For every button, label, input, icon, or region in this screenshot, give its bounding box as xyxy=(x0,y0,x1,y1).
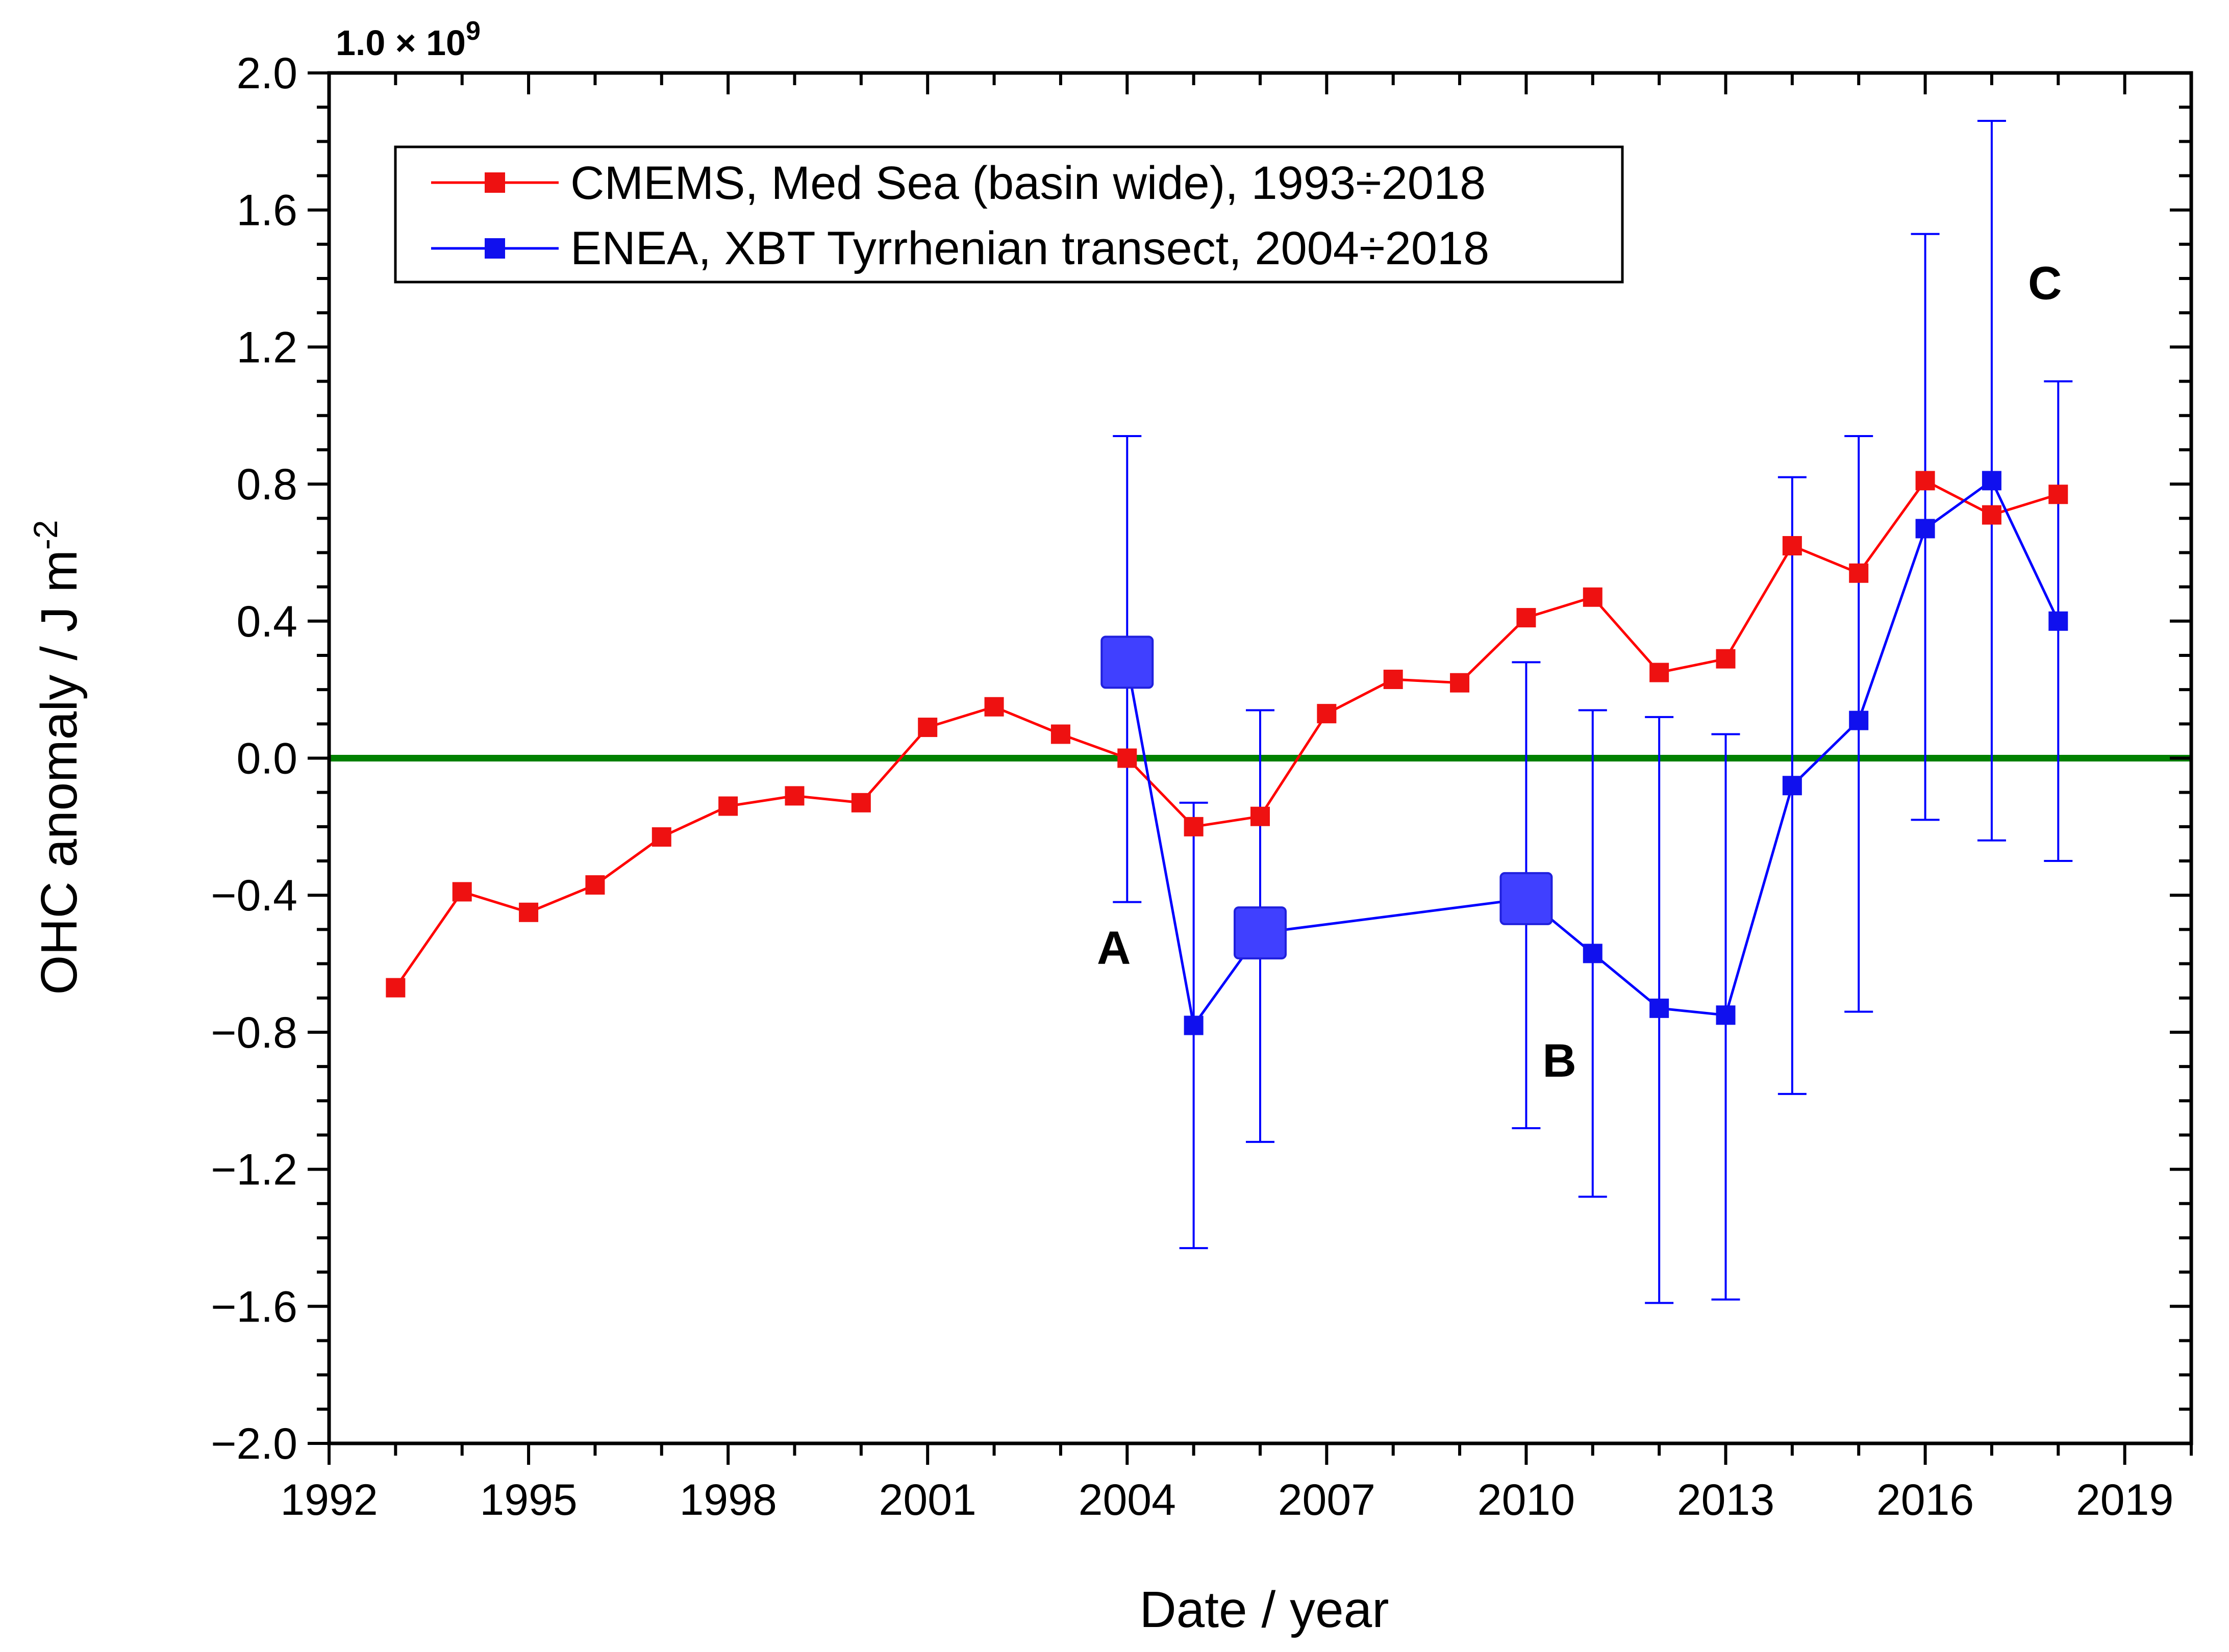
x-tick-label: 1995 xyxy=(480,1476,577,1524)
y-axis-title-superscript: -2 xyxy=(27,520,64,550)
x-tick-label: 2001 xyxy=(879,1476,976,1524)
cmems-data-point xyxy=(1849,563,1869,583)
cmems-data-point xyxy=(1915,471,1935,491)
y-tick-label: 2.0 xyxy=(236,49,297,98)
cmems-data-point xyxy=(652,827,671,847)
y-tick-label: −0.8 xyxy=(211,1008,297,1057)
enea-data-point xyxy=(1782,776,1802,796)
enea-data-point xyxy=(1982,471,2001,491)
enea-data-point xyxy=(1849,710,1869,730)
y-axis-title: OHC anomaly / J m-2 xyxy=(27,520,88,995)
cmems-series-line xyxy=(394,479,2059,988)
y-tick-label: 0.4 xyxy=(236,597,297,646)
annotation-b: B xyxy=(1542,1035,1576,1087)
cmems-data-point xyxy=(1250,806,1270,826)
y-multiplier-text: 1.0 × 10 xyxy=(336,23,466,63)
cmems-data-point xyxy=(386,978,406,998)
enea-data-point xyxy=(1649,998,1669,1018)
x-tick-label: 2019 xyxy=(2076,1476,2173,1524)
enea-data-point-highlighted xyxy=(1234,906,1287,960)
cmems-data-point xyxy=(984,697,1004,717)
legend-label-cmems: CMEMS, Med Sea (basin wide), 1993÷2018 xyxy=(570,157,1486,209)
legend: CMEMS, Med Sea (basin wide), 1993÷2018 E… xyxy=(394,145,1624,284)
x-axis-title: Date / year xyxy=(1139,1581,1389,1638)
x-tick-label: 1998 xyxy=(679,1476,777,1524)
cmems-data-point xyxy=(851,793,871,812)
legend-swatch-marker-enea xyxy=(485,238,505,259)
y-tick-label: −0.4 xyxy=(211,871,297,920)
x-tick-label: 2013 xyxy=(1677,1476,1774,1524)
cmems-data-point xyxy=(585,875,605,895)
cmems-data-point xyxy=(785,786,805,806)
y-multiplier-label: 1.0 × 109 xyxy=(336,16,481,63)
y-tick-label: 0.8 xyxy=(236,460,297,509)
cmems-data-point xyxy=(918,718,938,738)
enea-data-point xyxy=(1583,944,1602,963)
annotation-c: C xyxy=(2028,257,2062,309)
enea-data-point xyxy=(1915,519,1935,539)
y-tick-label: 1.6 xyxy=(236,186,297,235)
cmems-data-point xyxy=(452,882,472,902)
cmems-data-point xyxy=(1117,748,1137,768)
cmems-data-point xyxy=(1782,536,1802,556)
cmems-data-point xyxy=(1383,669,1403,689)
y-tick-label: −1.6 xyxy=(211,1282,297,1331)
x-tick-label: 2016 xyxy=(1876,1476,1974,1524)
series-layer xyxy=(386,120,2073,1304)
enea-data-point-highlighted xyxy=(1100,636,1154,689)
x-tick-label: 2007 xyxy=(1278,1476,1375,1524)
cmems-data-point xyxy=(1450,673,1470,693)
legend-label-enea: ENEA, XBT Tyrrhenian transect, 2004÷2018 xyxy=(570,222,1489,274)
y-tick-label: −1.2 xyxy=(211,1146,297,1194)
cmems-data-point xyxy=(1050,724,1070,744)
legend-box xyxy=(394,145,1624,284)
y-tick-label: 1.2 xyxy=(236,323,297,372)
x-tick-label: 2004 xyxy=(1079,1476,1176,1524)
y-tick-label: −2.0 xyxy=(211,1419,297,1468)
y-tick-label: 0.0 xyxy=(236,734,297,783)
x-tick-label: 1992 xyxy=(280,1476,378,1524)
annotation-a: A xyxy=(1097,922,1131,974)
cmems-data-point xyxy=(1516,608,1536,628)
cmems-data-point xyxy=(1982,505,2001,525)
enea-data-point xyxy=(2048,611,2068,631)
cmems-data-point xyxy=(718,796,738,816)
enea-data-point xyxy=(1184,1015,1204,1035)
enea-data-point xyxy=(1716,1005,1736,1025)
legend-swatch-marker-cmems xyxy=(485,172,505,193)
cmems-data-point xyxy=(1649,663,1669,682)
cmems-data-point xyxy=(1583,587,1602,607)
cmems-data-point xyxy=(2048,485,2068,504)
cmems-data-point xyxy=(1184,817,1204,836)
y-multiplier-exponent: 9 xyxy=(466,16,481,46)
cmems-data-point xyxy=(519,902,539,922)
y-axis-title-main: OHC anomaly / J m xyxy=(31,550,88,995)
cmems-data-point xyxy=(1716,649,1736,669)
enea-data-point-highlighted xyxy=(1499,872,1553,925)
axes-layer: 1992 1995 1998 2001 2004 2007 2010 2013 2016 2019… xyxy=(211,49,2193,1524)
cmems-data-point xyxy=(1317,704,1337,724)
x-tick-label: 2010 xyxy=(1477,1476,1575,1524)
